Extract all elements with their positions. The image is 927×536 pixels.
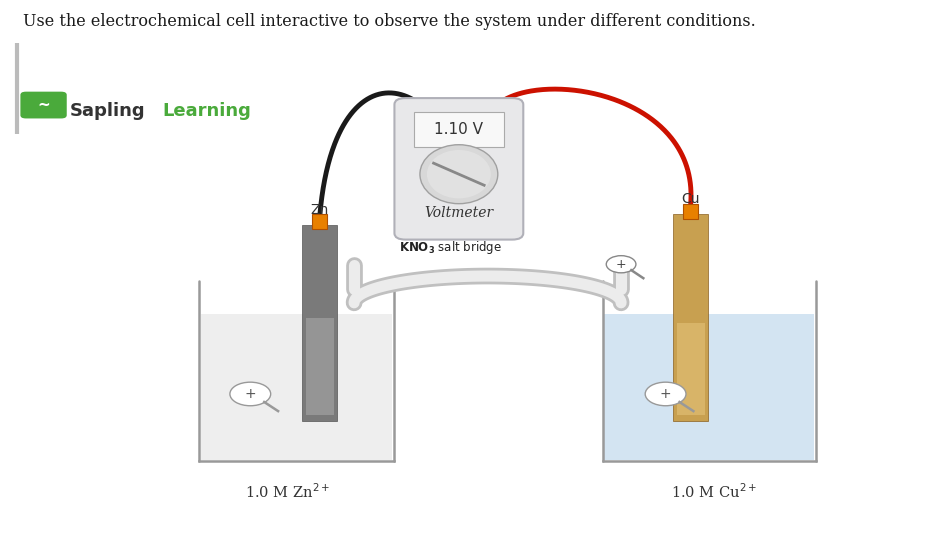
FancyBboxPatch shape bbox=[312, 214, 327, 229]
FancyBboxPatch shape bbox=[683, 204, 698, 219]
FancyBboxPatch shape bbox=[413, 112, 504, 147]
FancyBboxPatch shape bbox=[394, 98, 523, 240]
FancyBboxPatch shape bbox=[677, 323, 705, 415]
Text: +: + bbox=[616, 258, 627, 271]
Text: Use the electrochemical cell interactive to observe the system under different c: Use the electrochemical cell interactive… bbox=[23, 13, 756, 31]
Text: 1.10 V: 1.10 V bbox=[435, 122, 483, 137]
Text: Learning: Learning bbox=[162, 102, 251, 120]
FancyBboxPatch shape bbox=[673, 214, 708, 421]
Ellipse shape bbox=[420, 145, 498, 204]
Text: +: + bbox=[660, 387, 671, 401]
FancyBboxPatch shape bbox=[201, 314, 392, 460]
Text: Sapling: Sapling bbox=[70, 102, 146, 120]
Text: +: + bbox=[245, 387, 256, 401]
Text: Zn: Zn bbox=[311, 203, 329, 217]
Circle shape bbox=[230, 382, 271, 406]
Text: ~: ~ bbox=[37, 98, 50, 113]
FancyBboxPatch shape bbox=[20, 92, 67, 118]
Ellipse shape bbox=[427, 150, 490, 198]
Text: $\mathbf{KNO_3}$ salt bridge: $\mathbf{KNO_3}$ salt bridge bbox=[400, 239, 502, 256]
Circle shape bbox=[606, 256, 636, 273]
Text: Voltmeter: Voltmeter bbox=[425, 206, 493, 220]
Text: 1.0 M Zn$^{2+}$: 1.0 M Zn$^{2+}$ bbox=[245, 482, 330, 501]
FancyBboxPatch shape bbox=[604, 314, 814, 460]
Text: 1.0 M Cu$^{2+}$: 1.0 M Cu$^{2+}$ bbox=[670, 482, 757, 501]
Circle shape bbox=[645, 382, 686, 406]
Text: Cu: Cu bbox=[681, 192, 700, 206]
FancyBboxPatch shape bbox=[306, 317, 334, 415]
FancyBboxPatch shape bbox=[302, 225, 337, 421]
